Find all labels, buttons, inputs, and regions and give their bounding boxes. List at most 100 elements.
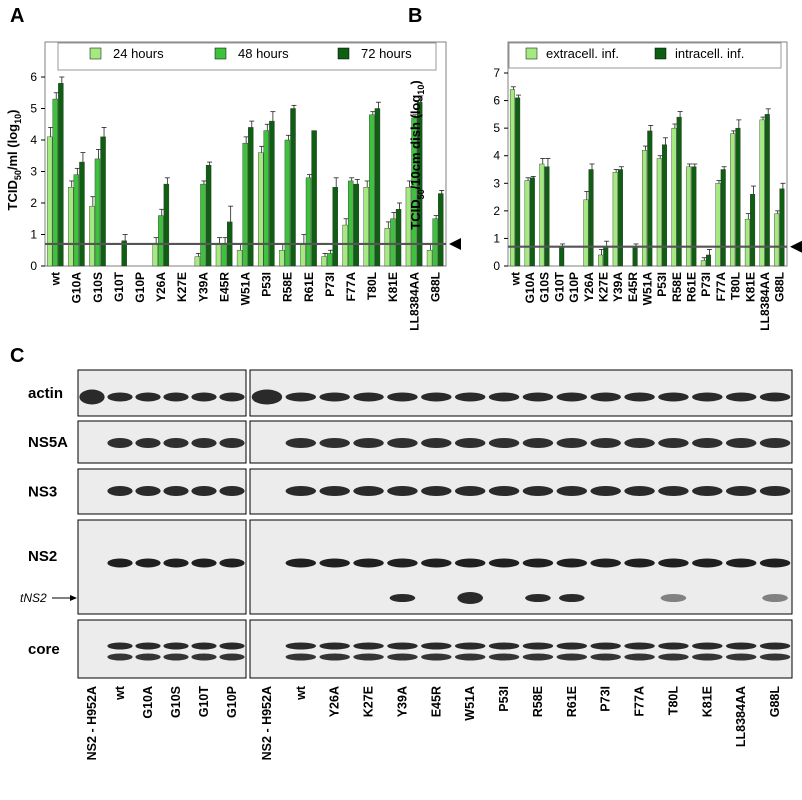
blot-left-actin-membrane [77, 369, 247, 417]
chart-b-bar-wt-1 [515, 97, 521, 267]
blot-band-core-right-lane-8 [522, 642, 554, 650]
chart-a-category-label-R58E: R58E [281, 272, 295, 302]
chart-b-bar-G10A-1 [529, 177, 535, 267]
blot-band-ns5a-left-lane-2 [135, 438, 161, 448]
chart-b-bar-P73I-0 [700, 260, 706, 267]
blot-band-ns2-right-lane-13 [692, 558, 723, 568]
chart-b-bar-P53I-0 [656, 158, 662, 267]
blot-band-core2-right-lane-7 [488, 653, 520, 661]
chart-a-bar-wt-0 [46, 136, 53, 267]
lane-label-right-7: P53I [497, 686, 511, 712]
chart-a-bar-K81E-2 [395, 209, 402, 267]
chart-a-bar-LL8384AA-0 [405, 187, 412, 267]
chart-b-category-label-T80L: T80L [729, 272, 743, 300]
blot-band-core2-right-lane-13 [692, 653, 723, 661]
blot-band-ns2-right-lane-14 [725, 558, 757, 568]
chart-b-category-label-R58E: R58E [670, 272, 684, 302]
blot-band-ns3-left-lane-1 [107, 486, 133, 496]
chart-a-category-label-K27E: K27E [175, 272, 189, 302]
chart-b-bar-W51A-0 [642, 149, 648, 267]
chart-a-bar-G10S-0 [89, 205, 95, 267]
blot-row-label-ns3: NS3 [28, 484, 57, 501]
chart-a-bar-F77A-0 [342, 224, 348, 267]
lane-label-left-0: NS2 - H952A [85, 686, 99, 760]
chart-b-bar-LL8384AA-0 [759, 119, 765, 267]
blot-band-actin-right-lane-0 [251, 389, 283, 405]
chart-b-bar-K81E-1 [750, 194, 756, 267]
chart-a-category-label-G10S: G10S [91, 272, 105, 303]
chart-a-bar-G10A-2 [79, 161, 85, 267]
chart-a-ylabel: TCID50/ml (log10) [5, 110, 23, 211]
blot-band-ns3-right-lane-4 [387, 486, 418, 496]
blot-band-ns2-left-lane-2 [135, 558, 161, 568]
blot-band-ns3-right-lane-2 [319, 486, 350, 496]
chart-b-bar-wt-0 [509, 89, 515, 267]
chart-b-bar-P73I-1 [706, 254, 712, 267]
chart-a-category-label-LL8384AA: LL8384AA [407, 272, 421, 331]
blot-band-ns3-right-lane-3 [353, 486, 384, 496]
blot-band-core2-right-lane-12 [658, 653, 689, 661]
legend-swatch-intracell [654, 47, 667, 60]
chart-b-bar-R61E-1 [691, 166, 697, 267]
blot-band-ns2-right-lane-8 [522, 558, 554, 568]
blot-band-ns5a-right-lane-1 [285, 438, 317, 448]
chart-b-category-label-G88L: G88L [773, 272, 787, 302]
blot-row-label-ns5a: NS5A [28, 434, 68, 451]
blot-band-actin-left-lane-1 [107, 392, 133, 402]
blot-band-ns5a-left-lane-3 [163, 438, 189, 448]
lane-label-right-10: P73I [599, 686, 613, 712]
chart-b-ytick-label-1: 1 [493, 231, 500, 245]
lane-label-left-5: G10P [225, 686, 239, 718]
blot-band-ns5a-right-lane-3 [353, 438, 384, 448]
legend-label-48h: 48 hours [238, 46, 289, 61]
blot-band-ns2-right-lane-12 [658, 558, 689, 568]
blot-band-ns5a-right-lane-8 [522, 438, 554, 448]
blot-band-ns2-right-lane-10 [590, 558, 621, 568]
chart-a-bar-R61E-2 [311, 130, 317, 267]
blot-band-core-left-lane-1 [107, 642, 133, 650]
blot-row-label-core: core [28, 641, 60, 658]
chart-b-bar-F77A-0 [715, 183, 721, 267]
blot-band-ns3-right-lane-1 [285, 486, 317, 496]
blot-band-core2-right-lane-4 [387, 653, 418, 661]
blot-band-actin-right-lane-13 [692, 392, 723, 402]
chart-b-detection-limit-arrow [790, 240, 802, 253]
chart-a-bar-P53I-0 [258, 152, 264, 267]
chart-b-bar-K27E-1 [603, 246, 609, 267]
blot-band-ns5a-right-lane-10 [590, 438, 621, 448]
chart-b-ytick-label-4: 4 [493, 149, 500, 163]
blot-band-ns5a-right-lane-9 [556, 438, 588, 448]
chart-b-bar-R58E-1 [676, 116, 682, 267]
chart-a-bar-R58E-2 [290, 108, 296, 267]
chart-b-category-label-wt: wt [508, 272, 522, 286]
chart-b-ytick-label-2: 2 [493, 204, 500, 218]
blot-band-core-right-lane-13 [692, 642, 723, 650]
blot-band-actin-right-lane-11 [624, 392, 655, 402]
blot-band-core2-right-lane-2 [319, 653, 350, 661]
chart-a-category-label-P53I: P53I [260, 272, 274, 297]
blot-band-core2-right-lane-14 [725, 653, 757, 661]
chart-b-bar-G88L-0 [774, 213, 780, 267]
chart-a-bar-T80L-2 [374, 108, 381, 267]
blot-band-actin-right-lane-12 [658, 392, 689, 402]
blot-band-core-right-lane-6 [454, 642, 486, 650]
blot-band-ns5a-right-lane-7 [488, 438, 520, 448]
blot-band-ns3-right-lane-14 [725, 486, 757, 496]
lane-label-right-11: F77A [633, 686, 647, 717]
chart-a-bar-Y26A-0 [152, 243, 158, 267]
blot-band-actin-right-lane-1 [285, 392, 317, 402]
chart-a-bar-R61E-0 [300, 243, 306, 267]
blot-band-ns2-right-lane-1 [285, 558, 317, 568]
blot-band-ns3-left-lane-2 [135, 486, 161, 496]
chart-b-category-label-Y39A: Y39A [611, 272, 625, 302]
blot-band-ns5a-right-lane-2 [319, 438, 350, 448]
blot-band-ns3-right-lane-13 [692, 486, 723, 496]
blot-band-core-right-lane-3 [353, 642, 384, 650]
blot-band-actin-right-lane-14 [725, 392, 757, 402]
chart-a-bar-P73I-0 [321, 256, 327, 267]
blot-band-core-right-lane-9 [556, 642, 588, 650]
blot-band-tns2-G88L [762, 594, 788, 602]
blot-band-core2-left-lane-2 [135, 653, 161, 661]
lane-label-left-3: G10S [169, 686, 183, 718]
chart-a-detection-limit-arrow [449, 237, 461, 250]
